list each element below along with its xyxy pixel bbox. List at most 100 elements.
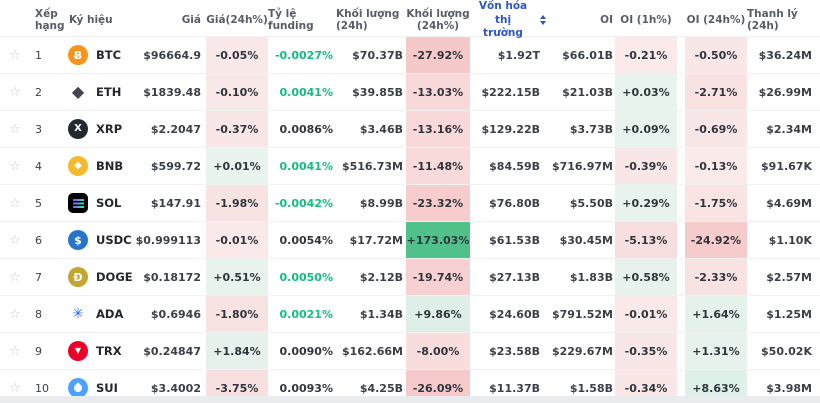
symbol-cell[interactable]: X XRP: [64, 111, 164, 147]
favorite-star-icon[interactable]: ☆: [9, 84, 21, 100]
open-interest-value: $21.03B: [562, 85, 613, 99]
bnb-coin-icon: ◆: [68, 156, 88, 176]
symbol-cell[interactable]: ◆ ETH: [64, 74, 164, 110]
header-price[interactable]: Giá: [181, 14, 201, 27]
symbol-label: TRX: [96, 344, 122, 358]
sort-icon[interactable]: [540, 15, 546, 26]
table-row[interactable]: ☆ 1 Ƀ BTC $96664.9 -0.05% -0.0027% $70.3…: [0, 37, 820, 74]
favorite-star-icon[interactable]: ☆: [9, 121, 21, 137]
open-interest-value: $1.83B: [569, 270, 613, 284]
funding-rate-value: 0.0041%: [279, 159, 333, 173]
funding-rate-value: -0.0027%: [274, 48, 333, 62]
header-open-interest[interactable]: OI: [600, 14, 613, 27]
funding-rate-value: 0.0090%: [279, 344, 333, 358]
market-cap-value: $222.15B: [481, 85, 541, 99]
open-interest-value: $3.73B: [569, 122, 613, 136]
volume-24h-value: $4.25B: [359, 381, 403, 395]
open-interest-value: $5.50B: [569, 196, 613, 210]
symbol-cell[interactable]: Ƀ BTC: [64, 37, 164, 73]
rank-value: 5: [35, 196, 42, 210]
table-bottom-edge: [0, 396, 820, 403]
table-row[interactable]: ☆ 2 ◆ ETH $1839.48 -0.10% 0.0041% $39.85…: [0, 74, 820, 111]
header-market-cap[interactable]: Vốn hóa thị trường: [470, 0, 548, 41]
volume-change-24h-cell: -13.03%: [406, 74, 470, 110]
table-row[interactable]: ☆ 7 Ð DOGE $0.18172 +0.51% 0.0050% $2.12…: [0, 259, 820, 296]
header-gap: [677, 0, 685, 41]
table-row[interactable]: ☆ 8 ✳ ADA $0.6946 -1.80% 0.0021% $1.34B …: [0, 296, 820, 333]
header-rank[interactable]: Xếp hạng: [35, 8, 65, 33]
symbol-label: DOGE: [96, 270, 133, 284]
liquidation-24h-value: $2.34M: [766, 122, 812, 136]
price-value: $599.72: [150, 159, 201, 173]
header-oi-change-1h[interactable]: OI (1h%): [620, 14, 672, 27]
symbol-cell[interactable]: ✳ ADA: [64, 296, 164, 332]
symbol-cell[interactable]: SUI: [64, 370, 164, 403]
liquidation-24h-value: $26.99M: [758, 85, 812, 99]
header-favorite: [0, 0, 30, 41]
symbol-label: SOL: [96, 196, 122, 210]
table-row[interactable]: ☆ 6 $ USDC $0.999113 -0.01% 0.0054% $17.…: [0, 222, 820, 259]
rank-value: 8: [35, 307, 42, 321]
oi-change-24h-cell: +1.64%: [685, 296, 747, 332]
favorite-star-icon[interactable]: ☆: [9, 47, 21, 63]
table-row[interactable]: ☆ 3 X XRP $2.2047 -0.37% 0.0086% $3.46B …: [0, 111, 820, 148]
header-symbol[interactable]: Ký hiệu: [69, 14, 113, 27]
rank-value: 1: [35, 48, 42, 62]
symbol-cell[interactable]: ◆ BNB: [64, 148, 164, 184]
price-value: $2.2047: [150, 122, 201, 136]
symbol-cell[interactable]: Ð DOGE: [64, 259, 164, 295]
funding-rate-value: 0.0050%: [279, 270, 333, 284]
table-row[interactable]: ☆ 10 SUI $3.4002 -3.75% 0.0093% $4.25B -…: [0, 370, 820, 403]
volume-change-24h-cell: -8.00%: [406, 333, 470, 369]
market-cap-value: $61.53B: [489, 233, 540, 247]
table-row[interactable]: ☆ 4 ◆ BNB $599.72 +0.01% 0.0041% $516.73…: [0, 148, 820, 185]
header-volume-change-24h[interactable]: Khối lượng (24h%): [406, 8, 470, 33]
table-row[interactable]: ☆ 5 SOL $147.91 -1.98% -0.0042% $8.99B -…: [0, 185, 820, 222]
price-change-24h-cell: -0.10%: [206, 74, 268, 110]
liquidation-24h-value: $1.25M: [766, 307, 812, 321]
funding-rate-value: 0.0093%: [279, 381, 333, 395]
market-cap-value: $24.60B: [489, 307, 540, 321]
price-change-24h-cell: +0.51%: [206, 259, 268, 295]
header-funding-rate[interactable]: Tỷ lệ funding: [268, 8, 314, 33]
open-interest-value: $66.01B: [562, 48, 613, 62]
sort-ascending-icon: [540, 15, 546, 20]
favorite-star-icon[interactable]: ☆: [9, 195, 21, 211]
volume-24h-value: $162.66M: [341, 344, 403, 358]
liquidation-24h-value: $2.57M: [766, 270, 812, 284]
header-liquidation-24h[interactable]: Thanh lý (24h): [747, 8, 798, 33]
price-value: $96664.9: [143, 48, 201, 62]
symbol-cell[interactable]: ▼ TRX: [64, 333, 164, 369]
favorite-star-icon[interactable]: ☆: [9, 158, 21, 174]
favorite-star-icon[interactable]: ☆: [9, 232, 21, 248]
symbol-label: XRP: [96, 122, 123, 136]
header-volume-24h[interactable]: Khối lượng (24h): [336, 8, 400, 33]
favorite-star-icon[interactable]: ☆: [9, 343, 21, 359]
header-price-change-24h[interactable]: Giá(24h%): [206, 14, 268, 27]
favorite-star-icon[interactable]: ☆: [9, 306, 21, 322]
rank-value: 3: [35, 122, 42, 136]
volume-24h-value: $2.12B: [359, 270, 403, 284]
oi-change-1h-cell: +0.09%: [615, 111, 677, 147]
header-market-cap-label: Vốn hóa thị trường: [478, 0, 528, 40]
header-oi-change-24h[interactable]: OI (24h%): [686, 14, 746, 27]
rank-value: 2: [35, 85, 42, 99]
open-interest-value: $791.52M: [551, 307, 613, 321]
open-interest-value: $30.45M: [559, 233, 613, 247]
price-change-24h-cell: -0.01%: [206, 222, 268, 258]
symbol-label: ETH: [96, 85, 122, 99]
symbol-label: BNB: [96, 159, 124, 173]
open-interest-value: $716.97M: [551, 159, 613, 173]
price-value: $0.6946: [150, 307, 201, 321]
table-row[interactable]: ☆ 9 ▼ TRX $0.24847 +1.84% 0.0090% $162.6…: [0, 333, 820, 370]
market-cap-value: $23.58B: [489, 344, 540, 358]
volume-24h-value: $516.73M: [341, 159, 403, 173]
oi-change-1h-cell: -0.01%: [615, 296, 677, 332]
favorite-star-icon[interactable]: ☆: [9, 269, 21, 285]
symbol-cell[interactable]: SOL: [64, 185, 164, 221]
symbol-cell[interactable]: $ USDC: [64, 222, 164, 258]
favorite-star-icon[interactable]: ☆: [9, 380, 21, 396]
open-interest-value: $1.58B: [569, 381, 613, 395]
liquidation-24h-value: $91.67K: [761, 159, 812, 173]
symbol-label: SUI: [96, 381, 118, 395]
